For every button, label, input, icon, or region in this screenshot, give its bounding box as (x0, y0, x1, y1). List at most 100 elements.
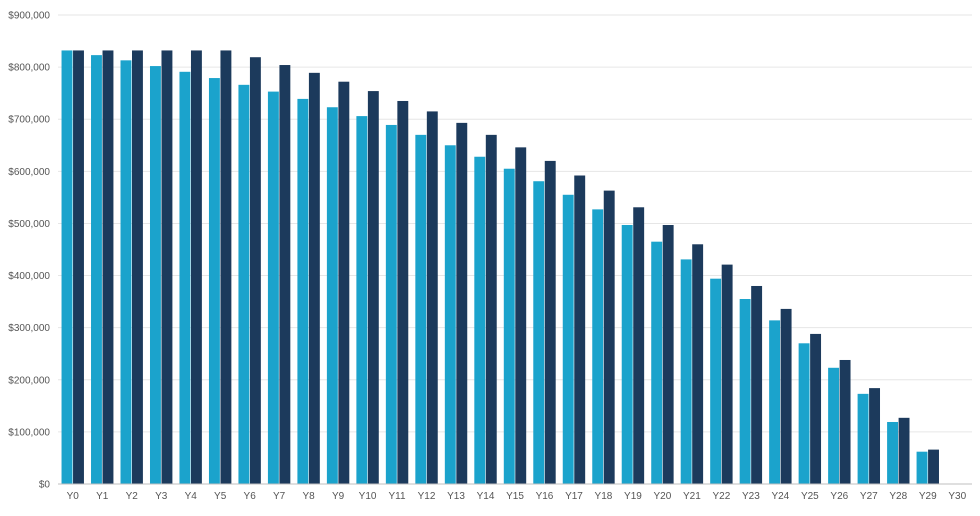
x-tick-label: Y28 (889, 491, 907, 502)
bar-series-1 (91, 55, 102, 484)
x-tick-label: Y13 (447, 491, 465, 502)
x-tick-label: Y23 (742, 491, 760, 502)
x-tick-label: Y20 (654, 491, 672, 502)
bar-series-2 (426, 111, 438, 484)
bar-series-1 (828, 367, 840, 484)
bar-series-2 (692, 244, 704, 484)
bar-series-2 (751, 285, 763, 484)
bar-series-2 (73, 50, 84, 484)
bar-series-2 (485, 134, 497, 485)
x-tick-label: Y15 (506, 491, 524, 502)
x-tick-label: Y1 (96, 491, 109, 502)
bar-series-2 (190, 50, 202, 484)
x-tick-label: Y5 (214, 491, 227, 502)
y-tick-label: $700,000 (8, 115, 50, 126)
y-tick-label: $300,000 (8, 323, 50, 334)
bar-series-1 (61, 50, 73, 484)
bar-series-2 (544, 160, 556, 484)
bar-series-2 (279, 65, 291, 484)
x-tick-label: Y17 (565, 491, 583, 502)
x-tick-label: Y3 (155, 491, 168, 502)
bar-series-2 (249, 57, 261, 485)
bar-series-2 (456, 122, 468, 485)
bar-series-1 (887, 421, 898, 484)
bar-series-1 (267, 91, 279, 484)
bar-series-2 (633, 207, 645, 485)
x-tick-labels: Y0 Y1 Y2 Y3 Y4 Y5 Y6 Y7 Y8 Y9 Y10 Y11 Y12 Y13 Y14 Y15 Y1… (67, 491, 967, 502)
x-tick-label: Y18 (595, 491, 613, 502)
y-tick-label: $100,000 (8, 427, 50, 438)
bar-series-2 (810, 333, 822, 484)
y-tick-label: $500,000 (8, 219, 50, 230)
bar-series-1 (739, 299, 751, 484)
bar-series-2 (338, 81, 350, 484)
x-tick-label: Y2 (126, 491, 139, 502)
x-tick-label: Y24 (771, 491, 789, 502)
bar-series-1 (592, 209, 604, 484)
bar-series-2 (780, 308, 792, 484)
bars (61, 50, 939, 485)
bar-series-1 (415, 134, 427, 485)
bar-series-2 (308, 72, 320, 484)
bar-series-2 (220, 50, 232, 484)
bar-series-1 (769, 320, 781, 484)
x-tick-label: Y10 (359, 491, 377, 502)
y-tick-label: $0 (39, 480, 51, 491)
bar-series-2 (721, 264, 733, 484)
y-tick-labels: $0 $100,000 $200,000 $300,000 $400,000 $500,0… (8, 11, 50, 491)
x-tick-label: Y25 (801, 491, 819, 502)
x-tick-label: Y29 (919, 491, 937, 502)
bar-series-1 (503, 168, 515, 485)
bar-series-1 (916, 451, 928, 484)
bar-series-1 (326, 107, 338, 485)
bar-series-2 (515, 147, 527, 485)
x-tick-label: Y26 (830, 491, 848, 502)
x-tick-label: Y11 (389, 491, 406, 502)
bar-series-1 (680, 259, 692, 484)
x-tick-label: Y7 (273, 491, 286, 502)
x-tick-label: Y6 (244, 491, 257, 502)
x-tick-label: Y22 (712, 491, 730, 502)
bar-series-1 (356, 116, 368, 484)
bar-series-1 (533, 181, 545, 485)
bar-series-1 (651, 241, 663, 484)
bar-series-1 (562, 194, 574, 484)
bar-series-1 (179, 71, 191, 485)
bar-series-2 (397, 100, 409, 484)
x-tick-label: Y0 (67, 491, 80, 502)
bar-series-2 (662, 225, 674, 484)
x-tick-label: Y4 (185, 491, 198, 502)
bar-series-1 (149, 66, 161, 484)
x-tick-label: Y30 (948, 491, 966, 502)
bar-series-2 (603, 190, 615, 485)
bar-series-1 (238, 84, 250, 484)
bar-series-1 (710, 278, 722, 484)
x-tick-label: Y8 (302, 491, 315, 502)
y-tick-label: $800,000 (8, 63, 50, 74)
bar-series-1 (857, 393, 869, 484)
bar-series-2 (928, 449, 939, 484)
bar-series-1 (798, 343, 810, 484)
bar-series-1 (208, 78, 220, 485)
x-tick-label: Y19 (624, 491, 642, 502)
y-tick-label: $400,000 (8, 271, 50, 282)
x-tick-label: Y27 (860, 491, 878, 502)
bar-series-1 (385, 124, 397, 484)
y-tick-label: $900,000 (8, 11, 50, 22)
bar-series-2 (898, 417, 910, 484)
bar-series-2 (839, 359, 851, 484)
x-tick-label: Y12 (418, 491, 436, 502)
bar-series-2 (869, 388, 881, 484)
bar-series-1 (621, 225, 633, 484)
x-tick-label: Y14 (477, 491, 495, 502)
bar-series-2 (367, 91, 379, 484)
y-tick-label: $200,000 (8, 375, 50, 386)
bar-series-2 (574, 175, 586, 484)
bar-series-1 (444, 145, 456, 484)
x-tick-label: Y21 (683, 491, 701, 502)
bar-series-1 (297, 98, 309, 485)
bar-series-2 (161, 50, 173, 484)
bar-series-2 (132, 50, 143, 484)
